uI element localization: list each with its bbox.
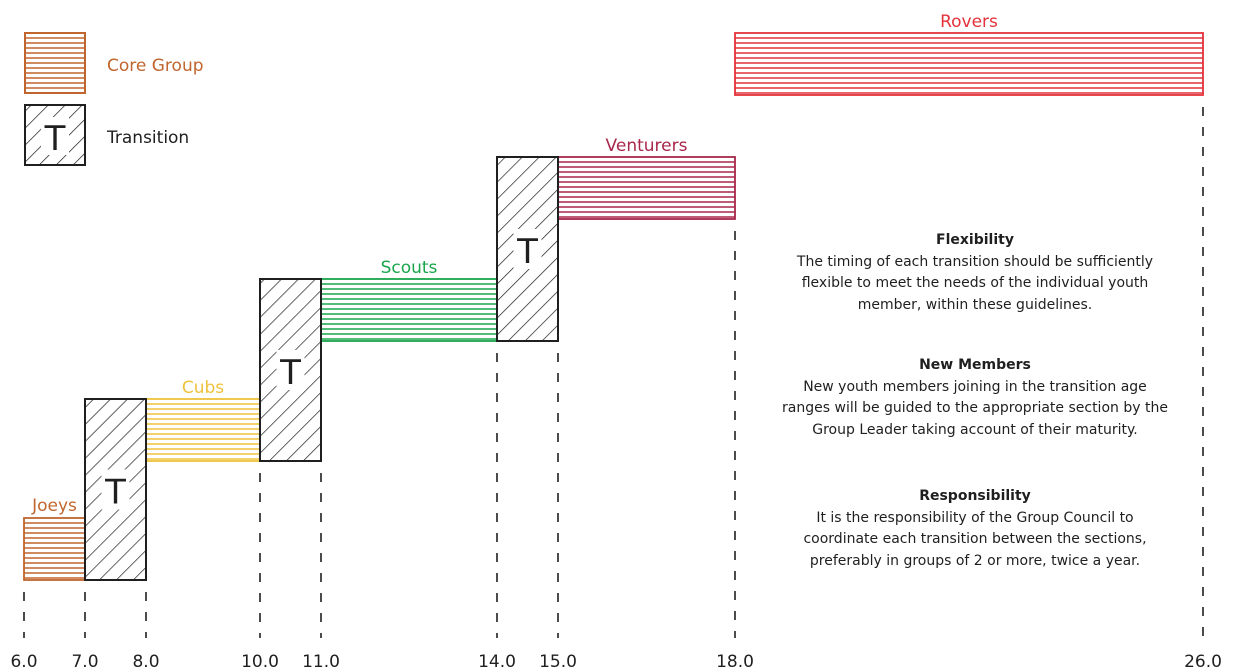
- note-title: Responsibility: [919, 488, 1031, 504]
- transition-letter: T: [516, 232, 538, 272]
- note-line: coordinate each transition between the s…: [803, 531, 1147, 547]
- note-line: New youth members joining in the transit…: [803, 378, 1147, 395]
- legend-core-group-swatch: [24, 32, 86, 94]
- note-new-members: New Members New youth members joining in…: [740, 355, 1210, 441]
- section-label-rovers: Rovers: [940, 12, 998, 32]
- transition-letter-bg: [101, 469, 130, 510]
- x-axis-tick-labels: 6.0 7.0 8.0 10.0 11.0 14.0 15.0 18.0 26.…: [10, 652, 1221, 671]
- x-tick-label: 7.0: [71, 652, 98, 671]
- section-bar-joeys: [23, 517, 86, 581]
- section-bar-scouts: [320, 278, 498, 342]
- legend-transition-label: Transition: [106, 128, 189, 148]
- section-bar-rovers: [734, 32, 1204, 96]
- transition-letter: T: [104, 473, 126, 513]
- transition-letter-bg: [513, 229, 542, 269]
- note-line: The timing of each transition should be …: [796, 253, 1154, 270]
- note-title: New Members: [919, 357, 1031, 373]
- legend-transition-letter: T: [44, 119, 66, 159]
- section-label-venturers: Venturers: [606, 136, 688, 156]
- x-tick-label: 15.0: [539, 652, 577, 671]
- dashed-guide-lines: [23, 107, 1204, 638]
- x-tick-label: 14.0: [478, 652, 516, 671]
- x-tick-label: 6.0: [10, 652, 37, 671]
- section-label-joeys: Joeys: [31, 496, 77, 516]
- note-responsibility: Responsibility It is the responsibility …: [740, 486, 1210, 572]
- section-bar-cubs: [145, 398, 261, 462]
- transition-box: T: [496, 156, 559, 342]
- note-line: member, within these guidelines.: [857, 296, 1093, 313]
- x-tick-label: 26.0: [1184, 652, 1222, 671]
- section-bar-outline: [734, 32, 1204, 96]
- transition-letter-bg: [276, 350, 305, 390]
- note-line: ranges will be guided to the appropriate…: [782, 400, 1168, 416]
- legend-core-group-label: Core Group: [107, 56, 204, 76]
- note-line: preferably in groups of 2 or more, twice…: [809, 552, 1141, 569]
- x-tick-label: 8.0: [132, 652, 159, 671]
- transition-letter: T: [279, 353, 301, 393]
- note-flexibility: Flexibility The timing of each transitio…: [740, 230, 1210, 316]
- x-tick-label: 10.0: [241, 652, 279, 671]
- x-tick-label: 18.0: [716, 652, 754, 671]
- note-line: flexible to meet the needs of the indivi…: [801, 275, 1149, 291]
- legend: Core Group T Transition: [24, 32, 204, 166]
- section-label-cubs: Cubs: [182, 378, 224, 398]
- transition-box: T: [259, 278, 322, 462]
- transition-boxes: T T T: [84, 156, 559, 581]
- section-bar-venturers: [557, 156, 736, 220]
- x-tick-label: 11.0: [302, 652, 340, 671]
- note-line: Group Leader taking account of their mat…: [812, 421, 1138, 438]
- transition-box: T: [84, 398, 147, 581]
- legend-transition-letter-bg: [41, 117, 69, 155]
- section-label-scouts: Scouts: [381, 258, 438, 278]
- note-line: It is the responsibility of the Group Co…: [816, 509, 1134, 526]
- note-title: Flexibility: [936, 232, 1014, 248]
